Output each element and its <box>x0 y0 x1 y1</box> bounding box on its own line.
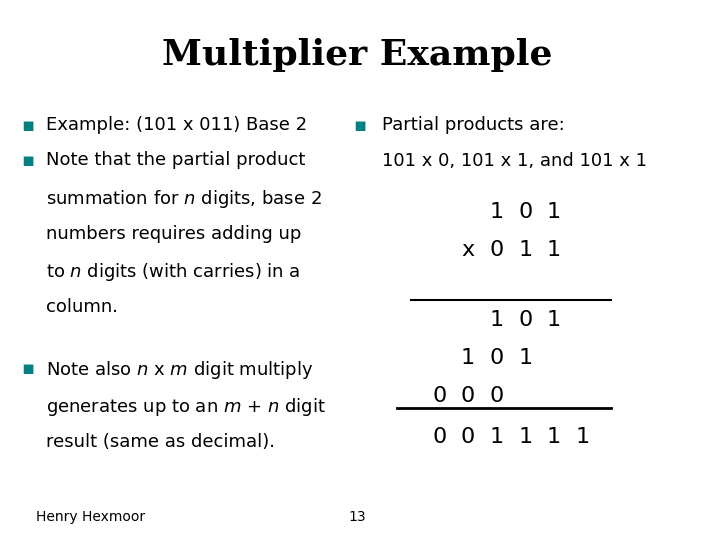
Text: Henry Hexmoor: Henry Hexmoor <box>36 510 145 524</box>
Text: Example: (101 x 011) Base 2: Example: (101 x 011) Base 2 <box>47 116 307 134</box>
Text: ▪: ▪ <box>354 116 367 135</box>
Text: 0: 0 <box>518 310 532 330</box>
Text: Note also $\mathit{n}$ x $\mathit{m}$ digit multiply: Note also $\mathit{n}$ x $\mathit{m}$ di… <box>47 359 314 381</box>
Text: 0: 0 <box>432 427 446 447</box>
Text: 0: 0 <box>490 240 504 260</box>
Text: result (same as decimal).: result (same as decimal). <box>47 433 276 450</box>
Text: 1: 1 <box>490 310 503 330</box>
Text: 0: 0 <box>490 348 504 368</box>
Text: 1: 1 <box>518 427 532 447</box>
Text: Multiplier Example: Multiplier Example <box>162 38 552 72</box>
Text: to $\mathit{n}$ digits (with carries) in a: to $\mathit{n}$ digits (with carries) in… <box>47 261 301 284</box>
Text: 1: 1 <box>546 310 561 330</box>
Text: numbers requires adding up: numbers requires adding up <box>47 225 302 242</box>
Text: Note that the partial product: Note that the partial product <box>47 151 306 169</box>
Text: ▪: ▪ <box>22 116 35 135</box>
Text: column.: column. <box>47 298 119 316</box>
Text: 101 x 0, 101 x 1, and 101 x 1: 101 x 0, 101 x 1, and 101 x 1 <box>382 152 647 170</box>
Text: 1: 1 <box>546 202 561 222</box>
Text: 1: 1 <box>546 240 561 260</box>
Text: 1: 1 <box>518 240 532 260</box>
Text: 0: 0 <box>518 202 532 222</box>
Text: generates up to an $\mathit{m}$ + $\mathit{n}$ digit: generates up to an $\mathit{m}$ + $\math… <box>47 396 326 418</box>
Text: 1: 1 <box>546 427 561 447</box>
Text: 1: 1 <box>575 427 590 447</box>
Text: 0: 0 <box>432 386 446 406</box>
Text: 0: 0 <box>461 386 475 406</box>
Text: 1: 1 <box>490 202 503 222</box>
Text: x: x <box>462 240 474 260</box>
Text: summation for $\mathit{n}$ digits, base 2: summation for $\mathit{n}$ digits, base … <box>47 188 323 210</box>
Text: 13: 13 <box>348 510 366 524</box>
Text: Partial products are:: Partial products are: <box>382 116 565 134</box>
Text: 1: 1 <box>490 427 503 447</box>
Text: 1: 1 <box>518 348 532 368</box>
Text: 1: 1 <box>461 348 475 368</box>
Text: 0: 0 <box>461 427 475 447</box>
Text: ▪: ▪ <box>22 151 35 170</box>
Text: 0: 0 <box>490 386 504 406</box>
Text: ▪: ▪ <box>22 359 35 378</box>
